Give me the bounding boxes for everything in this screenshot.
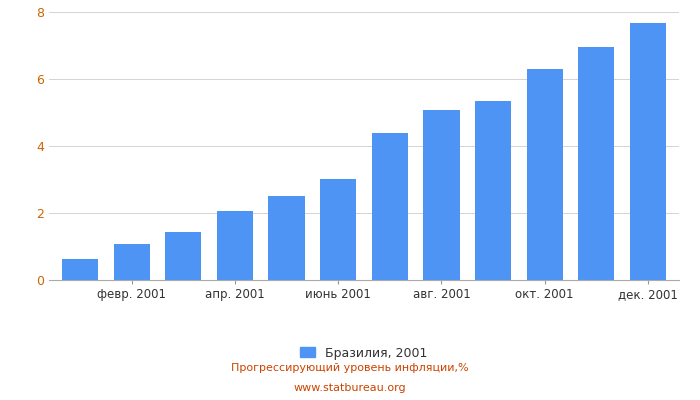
Bar bbox=[526, 69, 563, 280]
Bar bbox=[630, 23, 666, 280]
Text: www.statbureau.org: www.statbureau.org bbox=[294, 383, 406, 393]
Text: Прогрессирующий уровень инфляции,%: Прогрессирующий уровень инфляции,% bbox=[231, 363, 469, 373]
Bar bbox=[165, 232, 202, 280]
Legend: Бразилия, 2001: Бразилия, 2001 bbox=[300, 346, 428, 360]
Bar bbox=[475, 101, 511, 280]
Bar bbox=[62, 259, 98, 280]
Bar bbox=[372, 133, 408, 280]
Bar bbox=[217, 211, 253, 280]
Bar bbox=[320, 179, 356, 280]
Bar bbox=[269, 196, 304, 280]
Bar bbox=[424, 110, 459, 280]
Bar bbox=[113, 244, 150, 280]
Bar bbox=[578, 47, 615, 280]
